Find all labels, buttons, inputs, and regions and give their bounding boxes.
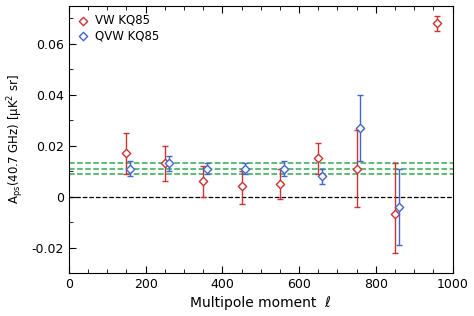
VW KQ85 xyxy=(353,166,360,171)
VW KQ85 xyxy=(238,184,246,189)
VW KQ85 xyxy=(161,161,169,166)
X-axis label: Multipole moment  ℓ: Multipole moment ℓ xyxy=(190,296,331,310)
QVW KQ85 xyxy=(356,125,364,131)
VW KQ85 xyxy=(123,151,130,156)
QVW KQ85 xyxy=(319,174,326,179)
Legend: VW KQ85, QVW KQ85: VW KQ85, QVW KQ85 xyxy=(75,11,162,45)
VW KQ85 xyxy=(433,21,441,26)
VW KQ85 xyxy=(391,212,399,217)
VW KQ85 xyxy=(200,179,207,184)
Y-axis label: A$_{\rm ps}$(40.7 GHz) [μK$^2$ sr]: A$_{\rm ps}$(40.7 GHz) [μK$^2$ sr] xyxy=(6,74,26,204)
QVW KQ85 xyxy=(127,166,134,171)
QVW KQ85 xyxy=(280,166,288,171)
QVW KQ85 xyxy=(203,166,211,171)
QVW KQ85 xyxy=(165,161,173,166)
QVW KQ85 xyxy=(395,204,402,209)
VW KQ85 xyxy=(276,181,284,186)
VW KQ85 xyxy=(314,156,322,161)
QVW KQ85 xyxy=(242,166,249,171)
